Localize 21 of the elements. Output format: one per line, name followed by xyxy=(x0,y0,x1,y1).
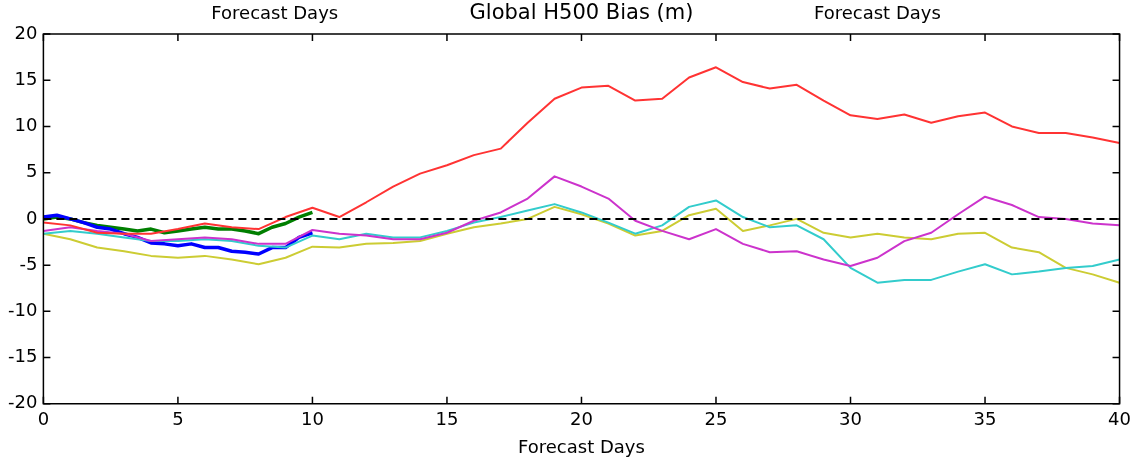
y-tick-label: 15 xyxy=(14,67,38,89)
x-tick-label: 25 xyxy=(704,408,728,430)
x-tick-label: 10 xyxy=(300,408,324,430)
y-tick-label: -5 xyxy=(19,252,38,274)
x-tick-label: 35 xyxy=(973,408,997,430)
y-tick-label: -15 xyxy=(7,345,38,367)
y-tick-label: 5 xyxy=(25,160,38,182)
y-tick-label: 20 xyxy=(14,21,38,43)
x-axis-title: Forecast Days xyxy=(518,435,645,457)
y-tick-label: -20 xyxy=(7,391,38,413)
x-tick-label: 30 xyxy=(839,408,862,430)
text: Forecast Days xyxy=(814,2,941,23)
x-tick-label: 15 xyxy=(435,408,459,430)
y-tick-label: 0 xyxy=(25,206,38,228)
chart-title: Global H500 Bias (m) xyxy=(469,0,694,24)
y-tick-label: -10 xyxy=(7,299,38,321)
x-tick-label: 20 xyxy=(570,408,593,430)
text: Forecast Days xyxy=(211,2,339,23)
y-tick-label: 10 xyxy=(14,114,38,136)
x-tick-label: 40 xyxy=(1108,408,1131,430)
x-tick-label: 5 xyxy=(172,408,184,430)
